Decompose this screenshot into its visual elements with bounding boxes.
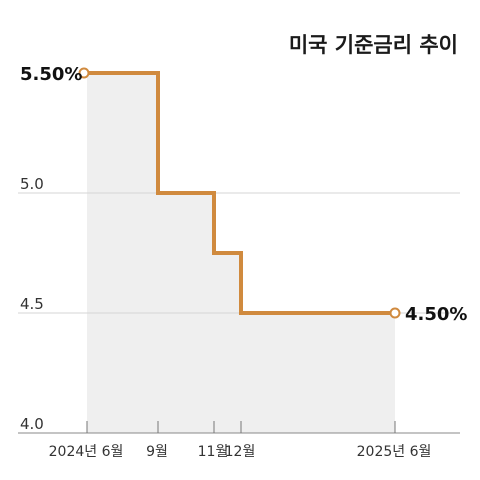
rate-step-line bbox=[87, 71, 395, 315]
y-tick-label: 5.0 bbox=[20, 175, 44, 193]
end-value-label: 4.50% bbox=[405, 304, 467, 325]
chart-title: 미국 기준금리 추이 bbox=[289, 33, 458, 57]
x-tick-label: 2025년 6월 bbox=[357, 444, 432, 460]
start-value-label: 5.50% bbox=[20, 64, 82, 85]
x-tick-label: 9월 bbox=[146, 444, 168, 460]
x-tick-label: 11월 bbox=[198, 444, 229, 460]
y-tick-label: 4.5 bbox=[20, 295, 44, 313]
start-point bbox=[78, 67, 90, 79]
x-tick-label: 2024년 6월 bbox=[49, 444, 124, 460]
end-point bbox=[389, 307, 401, 319]
y-tick-label: 4.0 bbox=[20, 415, 44, 433]
x-tick-label: 12월 bbox=[225, 444, 256, 460]
